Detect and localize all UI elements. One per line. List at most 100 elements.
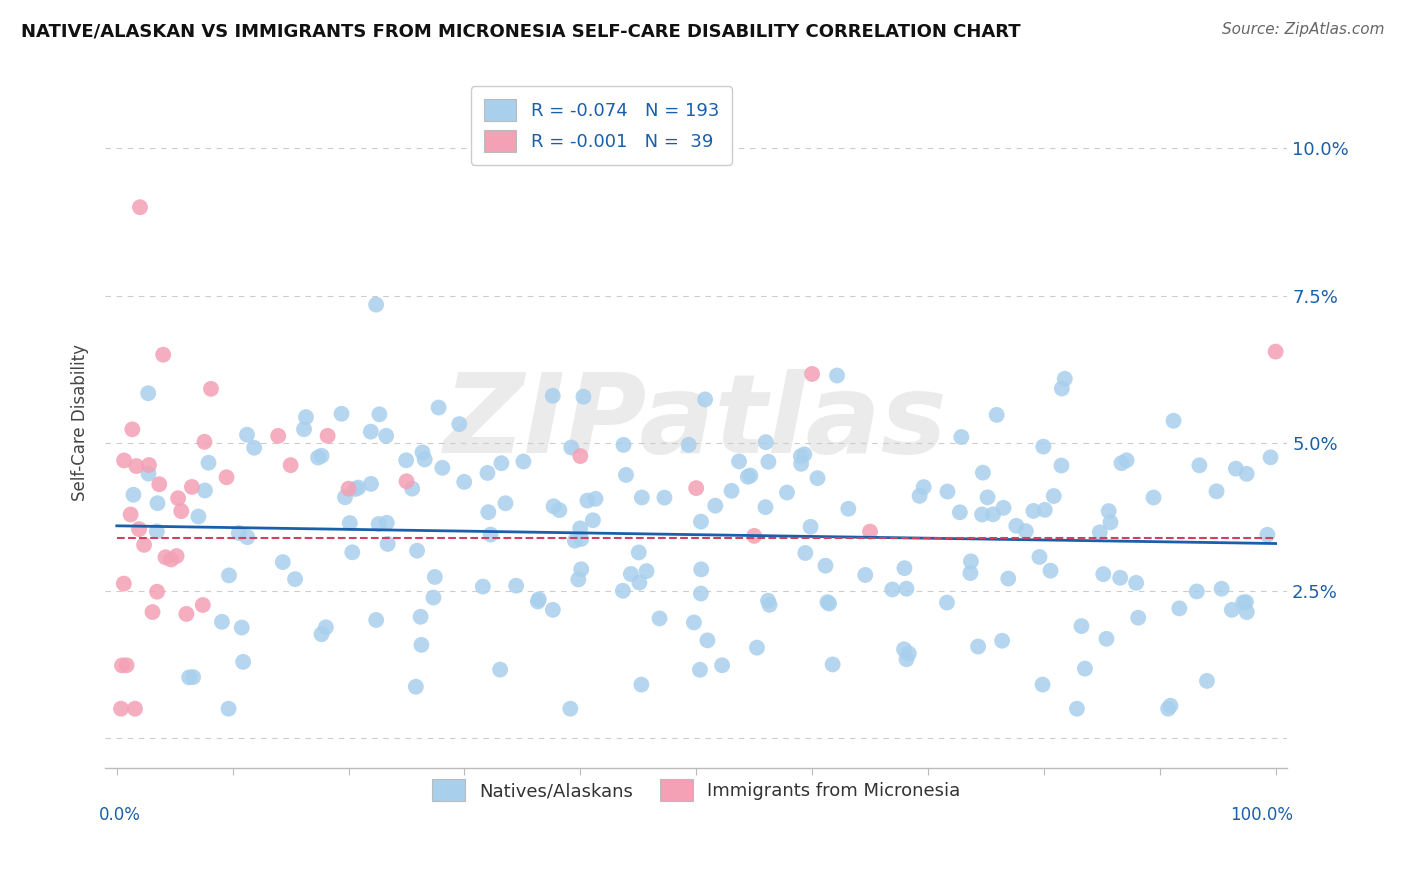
Point [758,455,780,469]
Point [572,390,595,404]
Point [1005,518,1028,533]
Point [690,562,713,576]
Point [527,594,550,608]
Point [218,568,240,582]
Point [720,483,742,498]
Point [191,598,214,612]
Point [560,441,582,455]
Point [654,491,676,505]
Point [1142,491,1164,505]
Point [1168,601,1191,615]
Point [284,572,307,586]
Point [243,441,266,455]
Point [180,480,202,494]
Point [837,501,859,516]
Point [267,429,290,443]
Point [1032,440,1054,454]
Point [495,496,517,510]
Point [1256,527,1278,541]
Point [176,607,198,621]
Text: 0.0%: 0.0% [100,805,141,823]
Point [111,658,134,673]
Point [360,476,382,491]
Point [295,410,318,425]
Point [567,573,589,587]
Point [683,615,706,630]
Point [197,456,219,470]
Point [432,460,454,475]
Point [814,558,837,573]
Point [1015,524,1038,538]
Point [477,466,499,480]
Point [231,621,253,635]
Point [882,582,904,597]
Point [409,609,432,624]
Point [1053,372,1076,386]
Point [315,620,337,634]
Point [1109,571,1132,585]
Text: Source: ZipAtlas.com: Source: ZipAtlas.com [1222,22,1385,37]
Point [576,493,599,508]
Point [375,429,398,443]
Point [740,468,762,483]
Point [505,579,527,593]
Point [745,640,768,655]
Point [936,484,959,499]
Point [582,513,605,527]
Point [541,389,564,403]
Point [491,456,513,470]
Point [200,382,222,396]
Point [138,458,160,472]
Point [758,598,780,612]
Point [790,450,813,464]
Point [1205,484,1227,499]
Point [976,491,998,505]
Point [991,633,1014,648]
Point [1032,677,1054,691]
Point [422,591,444,605]
Point [1211,582,1233,596]
Point [194,483,217,498]
Point [754,500,776,515]
Point [696,633,718,648]
Point [960,554,983,568]
Point [342,545,364,559]
Point [560,702,582,716]
Point [366,613,388,627]
Point [112,576,135,591]
Point [972,466,994,480]
Point [912,480,935,494]
Point [344,482,367,496]
Point [527,592,550,607]
Point [125,459,148,474]
Point [166,549,188,563]
Point [405,680,427,694]
Point [1022,504,1045,518]
Point [1092,567,1115,582]
Point [896,582,918,596]
Point [1195,673,1218,688]
Point [690,515,713,529]
Point [155,550,177,565]
Y-axis label: Self-Care Disability: Self-Care Disability [72,344,89,501]
Point [612,583,634,598]
Point [564,533,586,548]
Point [1163,414,1185,428]
Point [136,386,159,401]
Point [949,505,972,519]
Point [1236,605,1258,619]
Point [1159,698,1181,713]
Point [1033,503,1056,517]
Point [997,572,1019,586]
Point [1128,611,1150,625]
Point [620,566,643,581]
Point [756,593,779,607]
Point [1236,467,1258,481]
Point [489,663,512,677]
Point [236,427,259,442]
Point [316,429,339,443]
Point [479,527,502,541]
Point [986,408,1008,422]
Point [1095,632,1118,646]
Point [406,543,429,558]
